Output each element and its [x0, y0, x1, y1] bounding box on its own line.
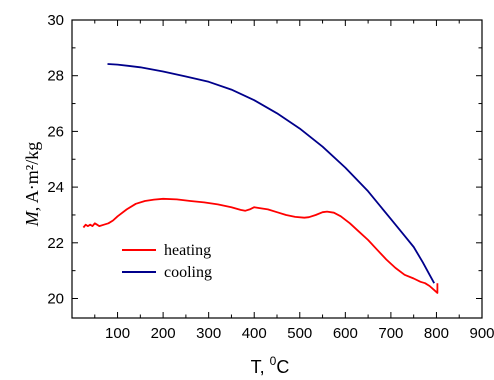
- x-tick-label: 200: [151, 325, 176, 342]
- y-tick-label: 20: [47, 291, 64, 308]
- y-tick-label: 26: [47, 123, 64, 140]
- y-tick-label: 24: [47, 179, 64, 196]
- x-tick-label: 900: [469, 325, 494, 342]
- y-tick-label: 28: [47, 68, 64, 85]
- heating-legend-label: heating: [164, 242, 211, 259]
- y-tick-label: 22: [47, 235, 64, 252]
- x-axis-degree: 0: [270, 354, 277, 368]
- x-tick-label: 100: [105, 325, 130, 342]
- cooling-line: [107, 63, 435, 284]
- y-axis-title: M, A·m²/kg: [22, 142, 42, 227]
- heating-line: [82, 197, 439, 294]
- svg-text:M, A·m²/kg: M, A·m²/kg: [22, 142, 42, 227]
- plot-frame: [71, 19, 483, 319]
- x-tick-label: 700: [378, 325, 403, 342]
- x-axis-label: T,: [251, 357, 270, 377]
- x-tick-label: 500: [287, 325, 312, 342]
- legend: heating cooling: [122, 242, 212, 281]
- y-axis-variable: M: [22, 210, 42, 227]
- svg-text:T, 0C: T, 0C: [251, 354, 290, 377]
- y-tick-label: 30: [47, 12, 64, 29]
- x-axis-title: T, 0C: [251, 354, 290, 377]
- x-tick-label: 800: [424, 325, 449, 342]
- axis-ticks: 100 200 300 400 500 600 700 800 900 20 22 24 26 28 30: [47, 12, 494, 342]
- x-tick-label: 600: [333, 325, 358, 342]
- y-axis-unit: , A·m²/kg: [22, 142, 42, 211]
- x-tick-label: 400: [242, 325, 267, 342]
- x-tick-label: 300: [196, 325, 221, 342]
- data-series: [82, 63, 439, 294]
- cooling-legend-label: cooling: [164, 264, 212, 281]
- x-axis-unit: C: [276, 357, 289, 377]
